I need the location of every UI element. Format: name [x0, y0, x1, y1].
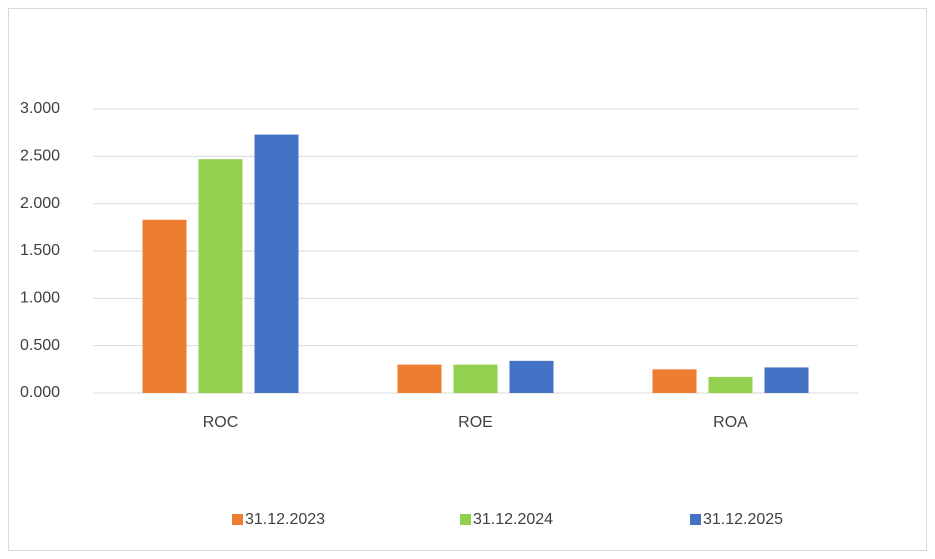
bar: [509, 360, 554, 393]
y-tick-label: 0.000: [20, 384, 60, 401]
legend-swatch: [690, 514, 701, 525]
bar: [453, 364, 498, 393]
y-tick-label: 2.500: [20, 148, 60, 165]
y-tick-label: 1.500: [20, 242, 60, 259]
bar: [708, 376, 753, 393]
legend-label: 31.12.2024: [473, 511, 553, 528]
x-tick-label: ROE: [458, 414, 493, 431]
y-tick-label: 3.000: [20, 100, 60, 117]
legend-swatch: [460, 514, 471, 525]
x-tick-label: ROC: [203, 414, 239, 431]
y-tick-label: 2.000: [20, 195, 60, 212]
legend-label: 31.12.2025: [703, 511, 783, 528]
legend-label: 31.12.2023: [245, 511, 325, 528]
bar: [198, 159, 243, 393]
x-tick-label: ROA: [713, 414, 748, 431]
y-tick-label: 1.000: [20, 290, 60, 307]
bar: [764, 367, 809, 393]
y-tick-label: 0.500: [20, 337, 60, 354]
bar: [142, 219, 187, 393]
bar: [397, 364, 442, 393]
legend-swatch: [232, 514, 243, 525]
bar: [652, 369, 697, 393]
bar: [254, 134, 299, 393]
